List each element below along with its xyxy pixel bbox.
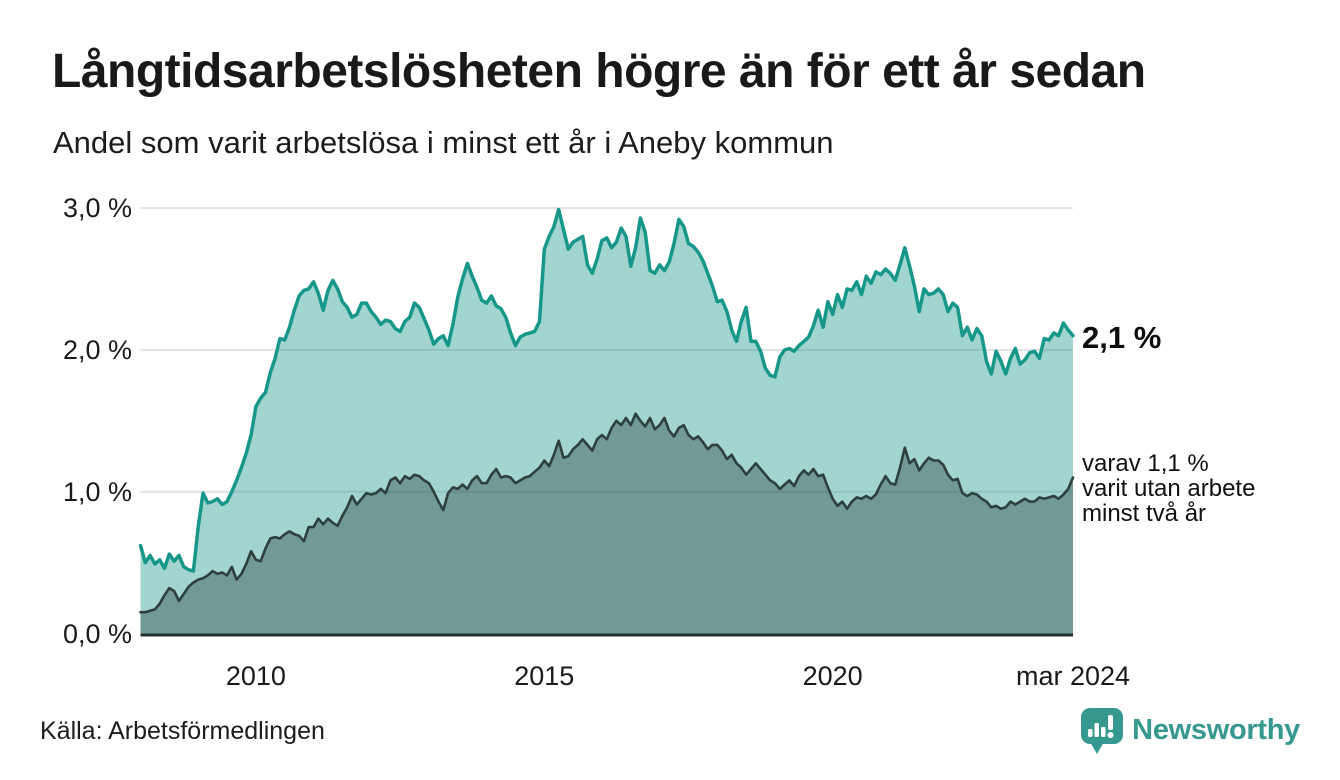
y-tick-label: 0,0 % <box>62 618 132 649</box>
y-tick-label: 1,0 % <box>62 476 132 507</box>
y-tick-label: 3,0 % <box>62 193 132 224</box>
secondary-series-annotation: varav 1,1 % varit utan arbete minst två år <box>1082 451 1255 526</box>
end-value-label: 2,1 % <box>1082 320 1162 355</box>
line-two-years <box>139 412 1075 614</box>
x-tick-label: 2015 <box>514 661 575 691</box>
annotation-line: varit utan arbete <box>1082 475 1256 502</box>
page-title: Långtidsarbetslösheten högre än för ett … <box>52 45 1146 98</box>
newsworthy-wordmark: Newsworthy <box>1132 714 1300 746</box>
annotation-line: minst två år <box>1082 500 1207 527</box>
x-tick-label: mar 2024 <box>1015 661 1131 691</box>
line-total <box>138 207 1075 573</box>
x-tick-label: 2010 <box>225 661 286 691</box>
newsworthy-logo-icon <box>1081 708 1124 754</box>
newsworthy-logo[interactable]: Newsworthy <box>1080 706 1300 755</box>
source-note: Källa: Arbetsförmedlingen <box>40 717 325 745</box>
x-tick-label: 2020 <box>802 661 863 691</box>
annotation-line: varav 1,1 % <box>1082 450 1209 477</box>
gridlines <box>140 207 1073 493</box>
area-two-years-fill <box>140 413 1073 634</box>
page-subtitle: Andel som varit arbetslösa i minst ett å… <box>53 125 834 160</box>
y-tick-label: 2,0 % <box>62 334 132 365</box>
